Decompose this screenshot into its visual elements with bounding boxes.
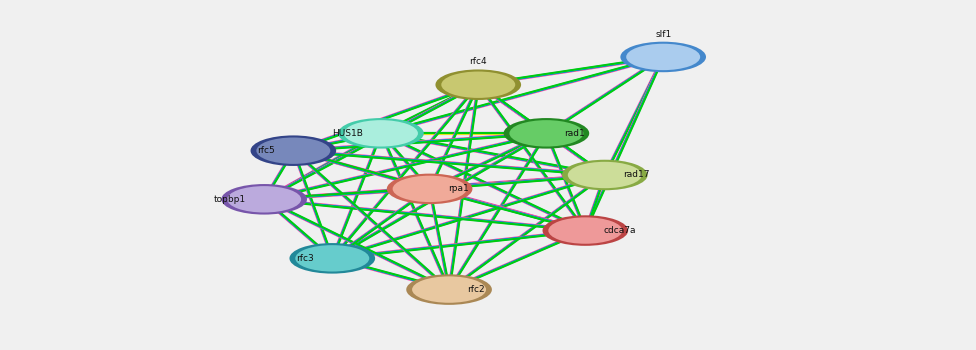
Circle shape [549,217,623,244]
Text: HUS1B: HUS1B [332,129,363,138]
Text: rfc3: rfc3 [297,254,314,263]
Circle shape [251,135,336,166]
Text: rfc4: rfc4 [469,57,487,66]
Circle shape [222,184,307,215]
Circle shape [621,42,706,72]
Circle shape [627,44,700,70]
Circle shape [412,276,486,303]
Circle shape [344,120,418,147]
Circle shape [392,176,467,202]
Circle shape [504,118,590,149]
Circle shape [441,71,515,98]
Circle shape [290,243,375,274]
Circle shape [227,186,302,212]
Circle shape [568,162,642,188]
Circle shape [257,138,330,164]
Circle shape [562,160,648,190]
Circle shape [543,215,629,246]
Circle shape [435,69,521,100]
Text: rfc2: rfc2 [468,285,485,294]
Text: rad1: rad1 [564,129,586,138]
Text: topbp1: topbp1 [214,195,246,204]
Text: slf1: slf1 [655,29,671,38]
Circle shape [406,274,492,305]
Text: rpa1: rpa1 [448,184,468,194]
Circle shape [338,118,424,149]
Circle shape [386,174,472,204]
Text: cdca7a: cdca7a [603,226,636,235]
Circle shape [509,120,584,147]
Circle shape [296,245,369,272]
Text: rfc5: rfc5 [258,146,275,155]
Text: rad17: rad17 [623,170,649,180]
